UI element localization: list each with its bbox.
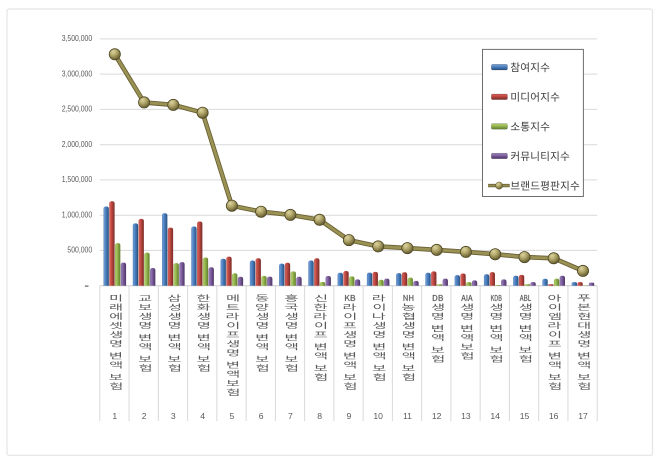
svg-text:13: 13 — [461, 411, 471, 421]
svg-text:6: 6 — [259, 411, 264, 421]
svg-text:5: 5 — [230, 411, 235, 421]
svg-text:1,500,000: 1,500,000 — [62, 175, 93, 184]
svg-text:11: 11 — [403, 411, 412, 421]
svg-text:12: 12 — [432, 411, 442, 421]
svg-text:3: 3 — [171, 411, 176, 421]
svg-text:2,500,000: 2,500,000 — [62, 105, 93, 114]
svg-text:1: 1 — [112, 411, 117, 421]
svg-text:10: 10 — [373, 411, 383, 421]
svg-text:2,000,000: 2,000,000 — [62, 140, 93, 149]
svg-text:14: 14 — [490, 411, 500, 421]
svg-text:2: 2 — [142, 411, 147, 421]
svg-text:4: 4 — [200, 411, 205, 421]
svg-text:3,500,000: 3,500,000 — [62, 34, 93, 43]
svg-text:15: 15 — [520, 411, 530, 421]
svg-text:9: 9 — [347, 411, 352, 421]
svg-text:17: 17 — [578, 411, 588, 421]
svg-text:3,000,000: 3,000,000 — [62, 69, 93, 78]
svg-text:8: 8 — [317, 411, 322, 421]
svg-text:1,000,000: 1,000,000 — [62, 210, 93, 219]
svg-text:7: 7 — [288, 411, 293, 421]
svg-text:500,000: 500,000 — [67, 246, 92, 255]
svg-text:16: 16 — [549, 411, 559, 421]
